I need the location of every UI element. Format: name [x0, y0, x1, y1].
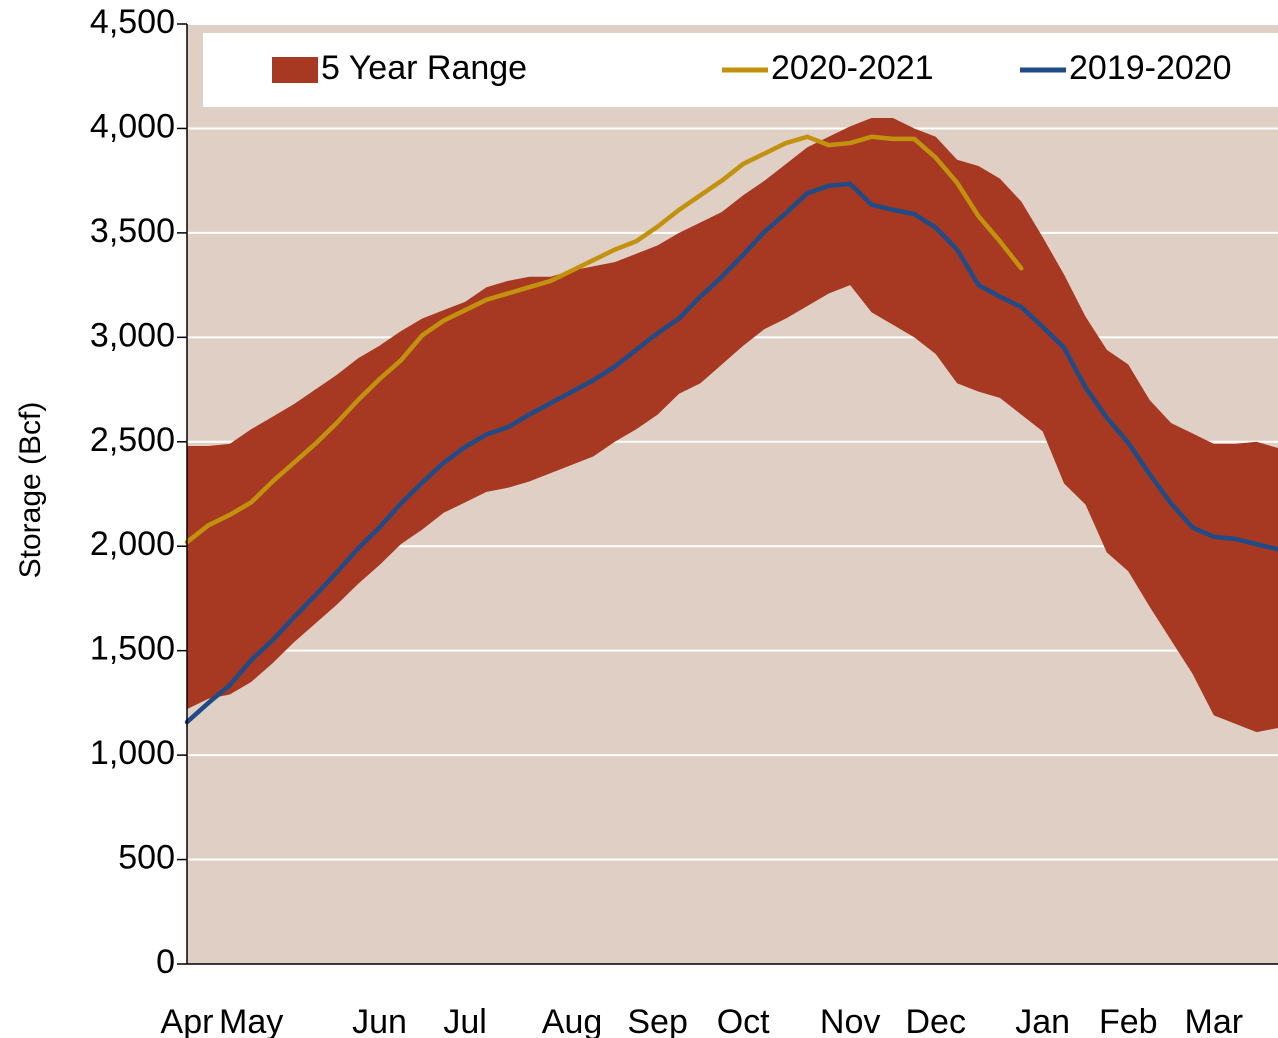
y-tick-label: 500 [118, 839, 175, 877]
x-tick-label: Mar [1185, 1003, 1244, 1038]
y-tick-label: 0 [156, 943, 175, 981]
x-tick-label: Jan [1015, 1003, 1070, 1038]
y-tick-label: 1,500 [90, 630, 175, 668]
y-tick-label: 3,000 [90, 316, 175, 354]
y-tick-label: 4,500 [90, 3, 175, 41]
legend-swatch [272, 57, 318, 83]
series-line [184, 181, 1278, 725]
x-tick-label: Dec [905, 1003, 965, 1038]
legend: 5 Year Range 2020-2021 2019-2020 [203, 33, 1278, 107]
x-tick-label: Jun [352, 1003, 407, 1038]
x-tick-label: Feb [1099, 1003, 1158, 1038]
legend-label: 5 Year Range [321, 49, 527, 87]
legend-label: 2019-2020 [1069, 49, 1232, 87]
series-line [184, 134, 1024, 545]
x-tick-label: Oct [717, 1003, 770, 1038]
y-tick-label: 4,000 [90, 107, 175, 145]
x-tick-label: Apr [161, 1003, 214, 1038]
y-tick-label: 2,500 [90, 421, 175, 459]
x-tick-label: Nov [820, 1003, 880, 1038]
y-axis-label: Storage (Bcf) [14, 402, 47, 579]
x-tick-label: Jul [443, 1003, 486, 1038]
y-tick-label: 2,000 [90, 525, 175, 563]
y-tick-label: 1,000 [90, 734, 175, 772]
range-band [187, 118, 1278, 733]
legend-label: 2020-2021 [771, 49, 934, 87]
x-tick-label: Aug [542, 1003, 603, 1038]
y-tick-label: 3,500 [90, 212, 175, 250]
x-tick-label: May [219, 1003, 283, 1038]
x-tick-label: Sep [627, 1003, 688, 1038]
